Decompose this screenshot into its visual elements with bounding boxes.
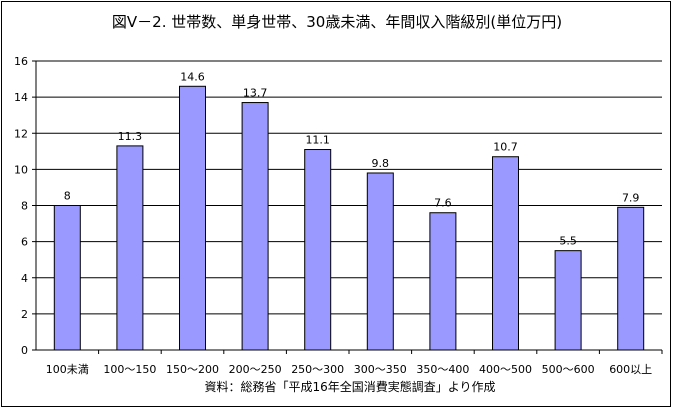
- y-tick-label: 8: [21, 200, 28, 213]
- data-labels: 8 11.3 14.6 13.7 11.1 9.8 7.6 10.7 5.5 7.9: [64, 70, 640, 247]
- data-label: 8: [64, 190, 71, 203]
- y-tick-label: 0: [21, 344, 28, 357]
- y-tick-label: 14: [14, 91, 28, 104]
- bars: [53, 85, 645, 351]
- bar: [241, 102, 269, 351]
- y-tick-label: 4: [21, 272, 28, 285]
- data-label: 14.6: [180, 70, 205, 83]
- x-category-label: 300～350: [354, 363, 407, 376]
- data-label: 7.6: [434, 197, 452, 210]
- y-axis-ticks: 0 2 4 6 8 10 12 14 16: [14, 55, 36, 357]
- bar: [53, 205, 81, 351]
- x-category-label: 350～400: [416, 363, 469, 376]
- x-category-label: 100未満: [46, 363, 89, 376]
- bar: [492, 156, 519, 351]
- x-category-label: 200～250: [229, 363, 282, 376]
- axes: [35, 61, 662, 351]
- x-category-label: 150～200: [166, 363, 219, 376]
- source-note: 資料：総務省「平成16年全国消費実態調査」より作成: [204, 379, 495, 394]
- bar: [429, 212, 457, 351]
- bar: [179, 85, 206, 351]
- bar: [304, 149, 332, 351]
- bar: [116, 145, 144, 351]
- x-category-label: 500～600: [542, 363, 595, 376]
- x-category-label: 400～500: [479, 363, 532, 376]
- x-category-label: 600以上: [609, 363, 652, 376]
- x-category-label: 250～300: [291, 363, 344, 376]
- x-axis-categories: 100未満 100～150 150～200 200～250 250～300 300～350…: [46, 350, 663, 376]
- chart-title: 図Ⅴ－2. 世帯数、単身世帯、30歳未満、年間収入階級別(単位万円): [112, 13, 562, 31]
- data-label: 9.8: [372, 157, 390, 170]
- y-tick-label: 6: [21, 236, 28, 249]
- data-label: 13.7: [243, 87, 268, 100]
- data-label: 11.3: [118, 130, 143, 143]
- y-tick-label: 10: [14, 163, 28, 176]
- data-label: 7.9: [622, 191, 640, 204]
- data-label: 10.7: [493, 141, 518, 154]
- y-tick-label: 2: [21, 308, 28, 321]
- bar: [617, 206, 645, 351]
- y-tick-label: 12: [14, 127, 28, 140]
- bar: [554, 250, 582, 351]
- y-tick-label: 16: [14, 55, 28, 68]
- data-label: 5.5: [559, 235, 577, 248]
- x-category-label: 100～150: [103, 363, 156, 376]
- bar: [366, 172, 394, 351]
- data-label: 11.1: [305, 134, 330, 147]
